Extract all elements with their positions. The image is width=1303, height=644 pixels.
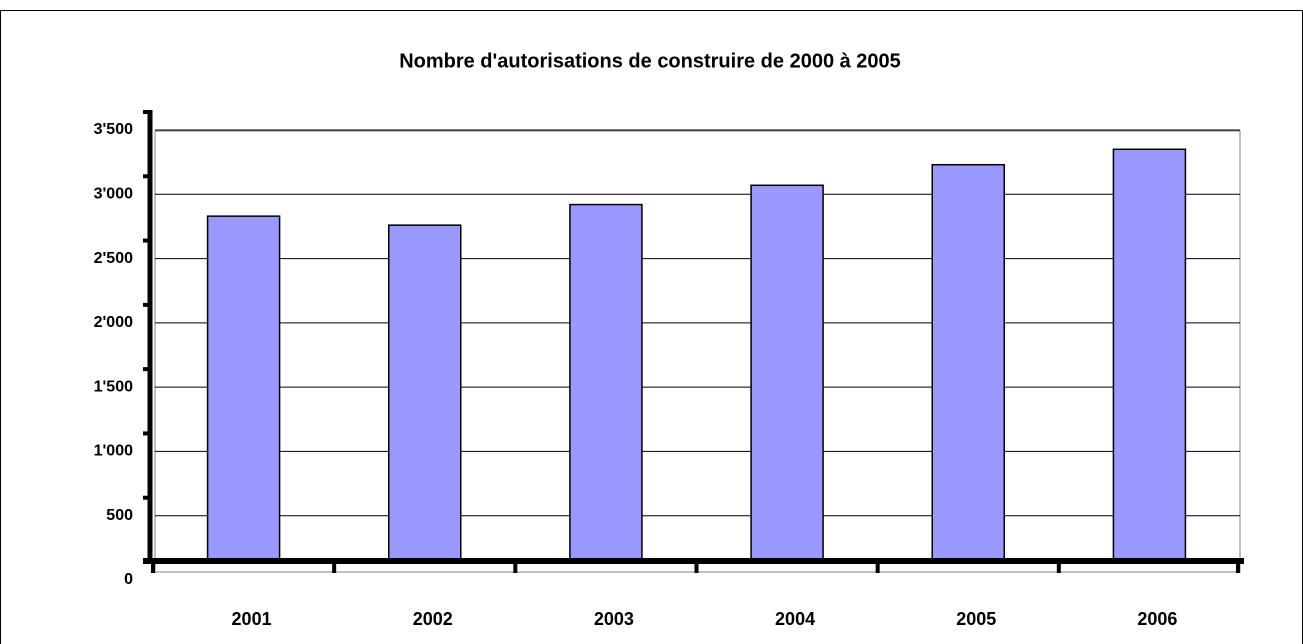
x-tick-label: 2004 <box>775 609 815 629</box>
y-tick-label: 500 <box>106 507 133 524</box>
y-tick-label: 1'000 <box>94 443 134 460</box>
bar <box>206 215 281 560</box>
bar <box>931 163 1005 560</box>
bar <box>569 203 643 560</box>
y-tick-label: 3'000 <box>94 186 134 203</box>
bars <box>206 148 1187 560</box>
axes: 0 500 1'000 1'500 2'000 2'500 3'000 3'500 2001 20… <box>94 110 1244 629</box>
grid <box>155 129 1240 517</box>
y-tick-label: 0 <box>124 571 133 588</box>
x-tick-label: 2002 <box>413 609 453 629</box>
y-tick-label: 3'500 <box>94 121 134 138</box>
bar <box>388 224 462 560</box>
bar <box>1112 148 1187 560</box>
y-tick-label: 2'500 <box>94 250 134 267</box>
x-tick-label: 2003 <box>594 609 634 629</box>
x-tick-label: 2005 <box>956 609 996 629</box>
y-tick-label: 1'500 <box>94 378 134 395</box>
x-tick-label: 2001 <box>232 609 272 629</box>
plot-area <box>154 130 1241 573</box>
bar <box>750 184 824 560</box>
x-tick-label: 2006 <box>1137 609 1177 629</box>
chart-title: Nombre d'autorisations de construire de … <box>399 50 901 72</box>
y-tick-label: 2'000 <box>94 314 134 331</box>
